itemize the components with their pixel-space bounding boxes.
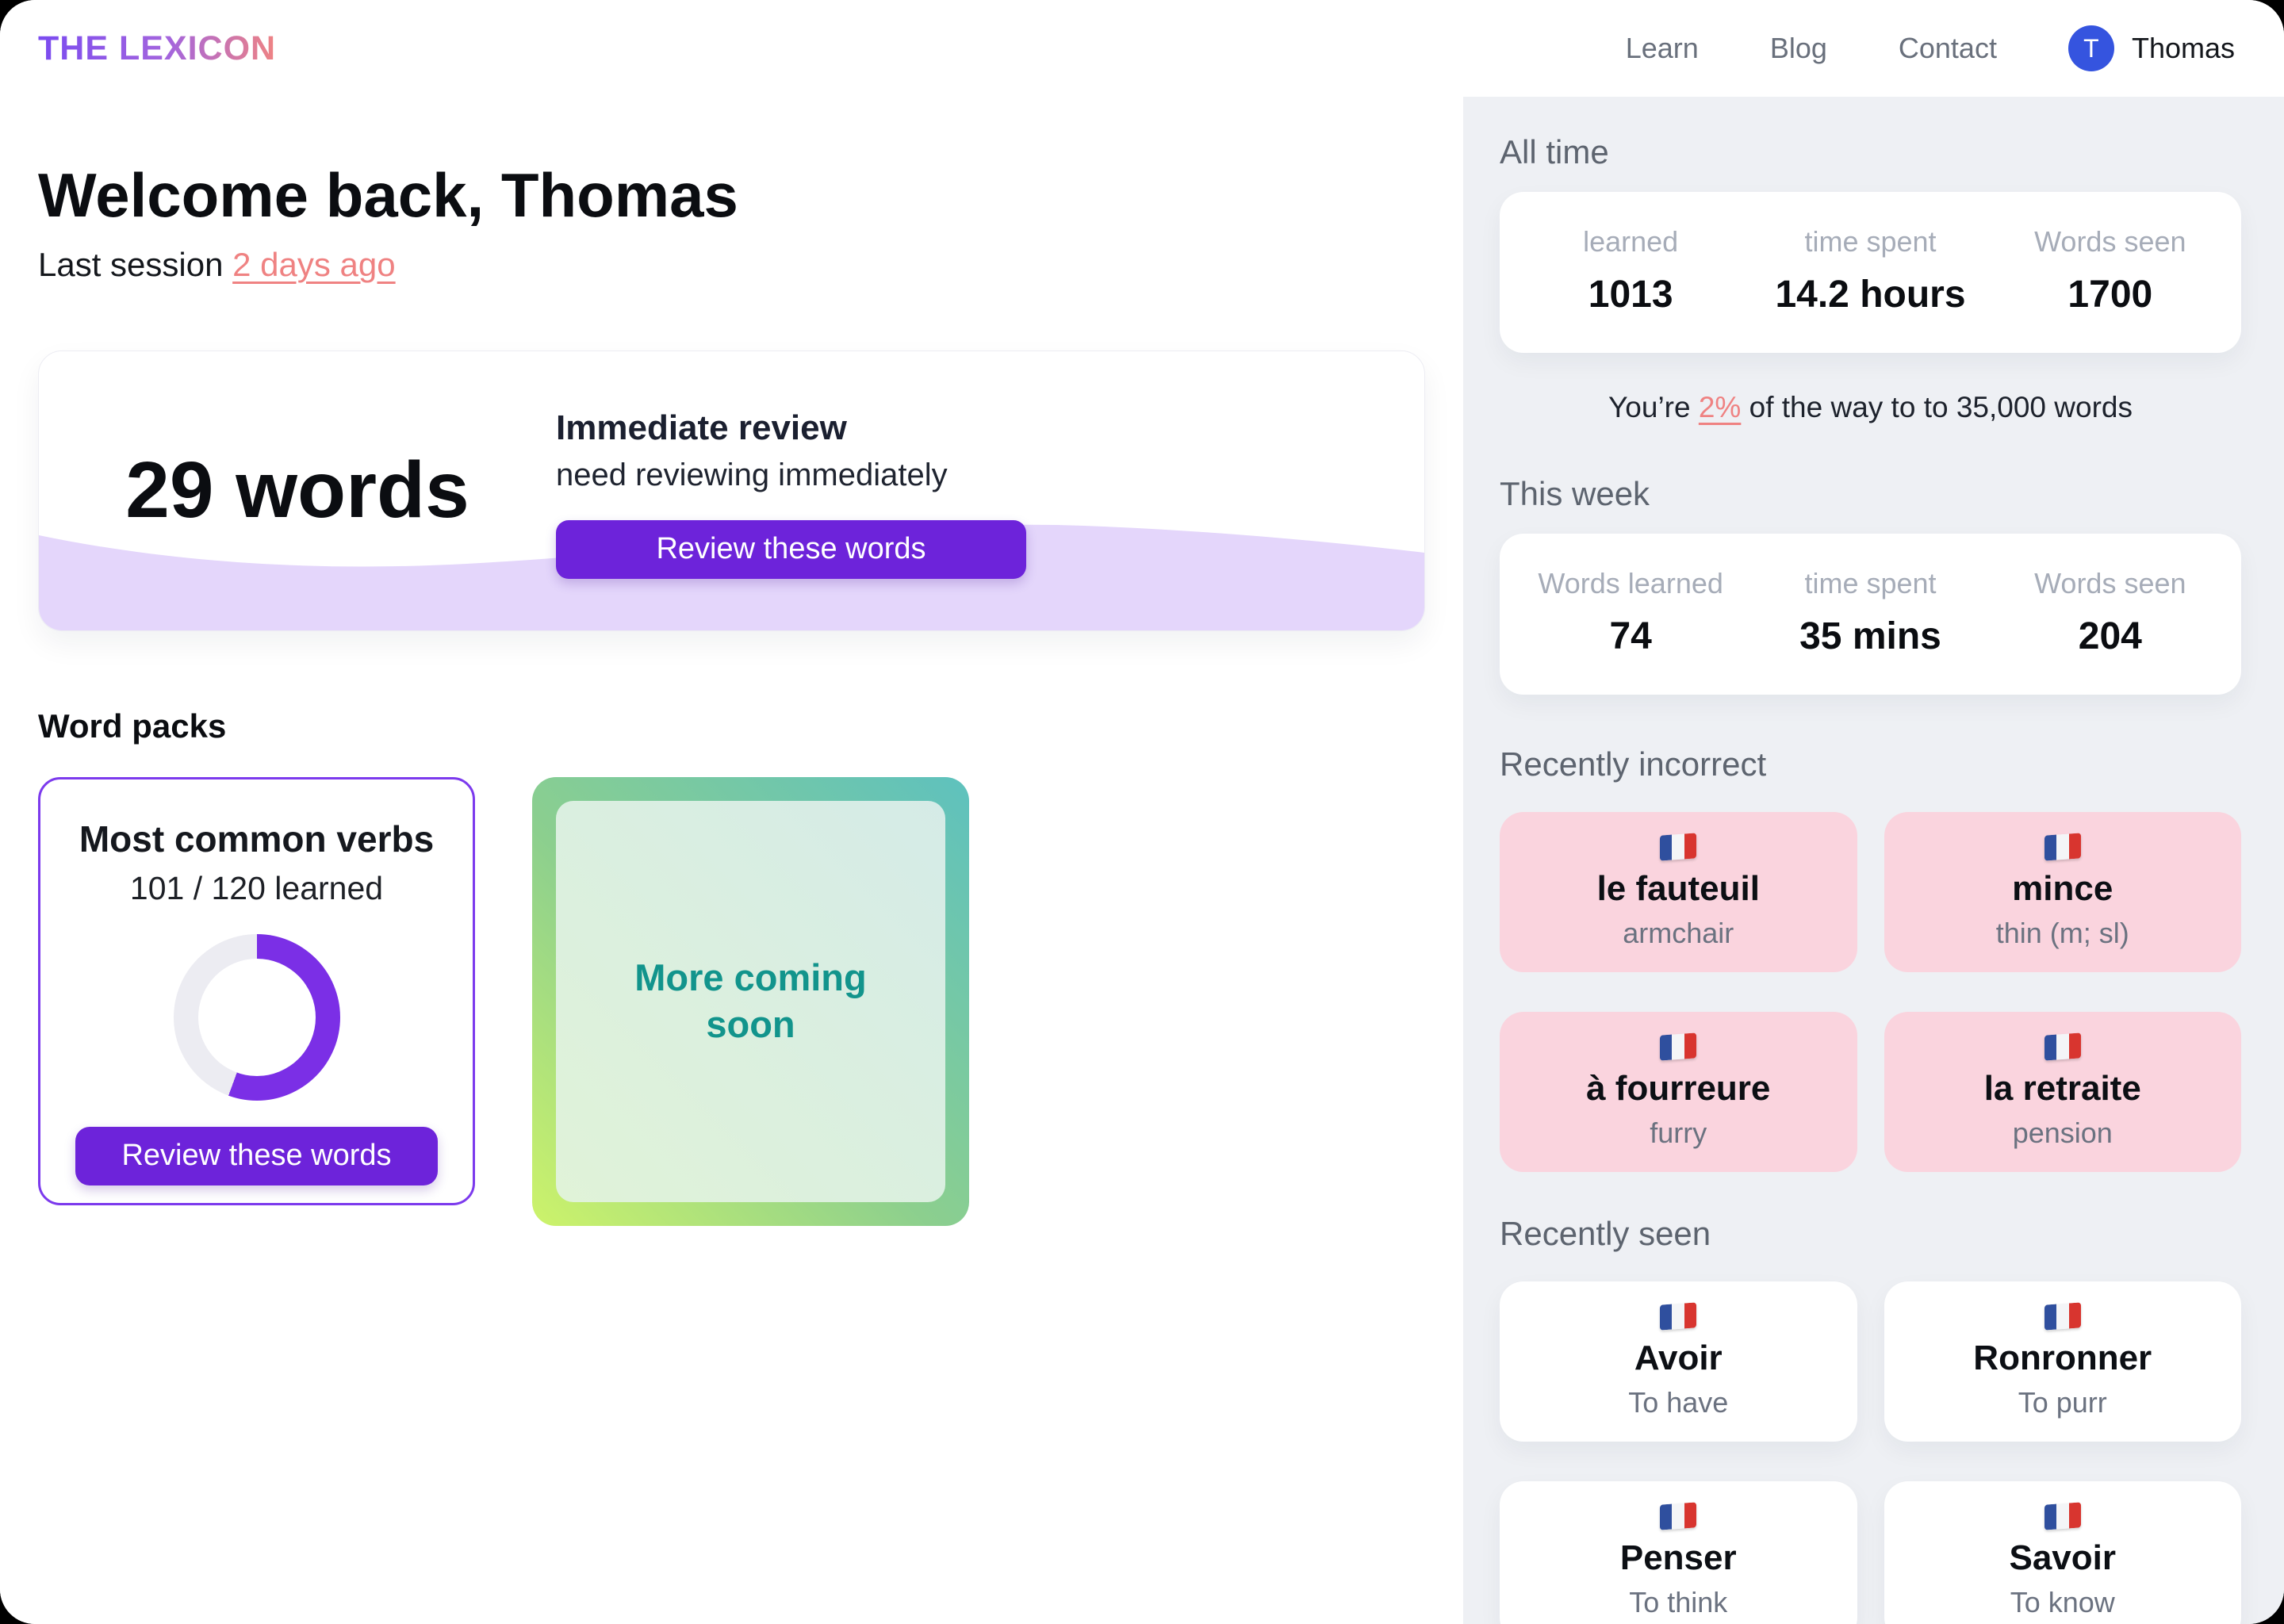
word-translation: thin (m; sl) [1995, 917, 2129, 949]
stat-label: learned [1583, 225, 1679, 258]
all-time-stats-card: learned 1013 time spent 14.2 hours Words… [1500, 192, 2241, 353]
word-translation: To have [1628, 1386, 1729, 1419]
review-words-button[interactable]: Review these words [556, 519, 1026, 579]
word-card[interactable]: Penser To think [1500, 1481, 1857, 1624]
word-card[interactable]: le fauteuil armchair [1500, 812, 1857, 972]
stats-sidebar: All time learned 1013 time spent 14.2 ho… [1463, 97, 2284, 1624]
france-flag-icon [1660, 1032, 1697, 1061]
word-pack-card-most-common-verbs: Most common verbs 101 / 120 learned Revi… [38, 776, 475, 1205]
france-flag-icon [2044, 1032, 2081, 1061]
stat-learned: learned 1013 [1511, 225, 1750, 316]
nav-contact[interactable]: Contact [1898, 32, 1997, 64]
progress-percent-link[interactable]: 2% [1698, 391, 1742, 423]
stat-words-learned: Words learned 74 [1511, 567, 1750, 658]
word-card[interactable]: à fourreure furry [1500, 1012, 1857, 1172]
user-menu[interactable]: T Thomas [2067, 25, 2235, 71]
top-nav: THE LEXICON Learn Blog Contact T Thomas [0, 0, 2284, 97]
pack-review-button[interactable]: Review these words [75, 1126, 438, 1185]
word-text: à fourreure [1586, 1069, 1771, 1108]
last-session-prefix: Last session [38, 245, 233, 283]
this-week-heading: This week [1500, 475, 1650, 512]
coming-soon-text: More coming soon [634, 956, 867, 1045]
recently-incorrect-grid: le fauteuil armchair mince thin (m; sl) … [1500, 812, 2241, 1172]
last-session-text: Last session 2 days ago [38, 246, 1425, 284]
stat-value: 1013 [1588, 274, 1673, 316]
stat-words-seen: Words seen 204 [1991, 567, 2230, 658]
france-flag-icon [1660, 833, 1697, 861]
review-word-count: 29 words [125, 446, 469, 535]
stat-label: time spent [1804, 225, 1937, 258]
this-week-stats-card: Words learned 74 time spent 35 mins Word… [1500, 534, 2241, 695]
stat-value: 1700 [2067, 274, 2153, 316]
france-flag-icon [2044, 1302, 2081, 1331]
word-packs-heading: Word packs [38, 707, 227, 745]
coming-soon-inner: More coming soon [556, 800, 945, 1202]
app-logo[interactable]: THE LEXICON [38, 29, 277, 67]
nav-blog[interactable]: Blog [1769, 32, 1827, 64]
progress-note-prefix: You’re [1608, 391, 1699, 423]
progress-ring-hole [197, 958, 316, 1076]
progress-ring [173, 933, 340, 1101]
word-text: mince [2012, 869, 2113, 908]
coming-soon-card: More coming soon [532, 776, 969, 1226]
review-title: Immediate review [556, 408, 847, 447]
word-card[interactable]: la retraite pension [1884, 1012, 2241, 1172]
stat-label: Words learned [1538, 567, 1723, 599]
word-text: Ronronner [1973, 1339, 2152, 1377]
recently-seen-grid: Avoir To have Ronronner To purr Penser T… [1500, 1281, 2241, 1624]
france-flag-icon [2044, 833, 2081, 861]
word-translation: pension [2012, 1116, 2113, 1149]
word-translation: To think [1629, 1586, 1728, 1618]
page-title: Welcome back, Thomas [38, 160, 738, 230]
word-translation: armchair [1623, 917, 1734, 949]
content-area: Welcome back, Thomas Last session 2 days… [0, 97, 2284, 1624]
word-translation: furry [1650, 1116, 1707, 1149]
france-flag-icon [1660, 1502, 1697, 1530]
progress-note-suffix: of the way to to 35,000 words [1741, 391, 2133, 423]
stat-value: 204 [2078, 615, 2142, 657]
main-panel: Welcome back, Thomas Last session 2 days… [0, 97, 1463, 1624]
last-session-link[interactable]: 2 days ago [232, 245, 396, 283]
word-text: le fauteuil [1596, 869, 1760, 908]
review-subtitle: need reviewing immediately [556, 457, 948, 492]
word-card[interactable]: Savoir To know [1884, 1481, 2241, 1624]
word-card[interactable]: Ronronner To purr [1884, 1281, 2241, 1442]
avatar: T [2067, 25, 2114, 71]
word-translation: To know [2010, 1586, 2115, 1618]
stat-time-spent: time spent 14.2 hours [1750, 225, 1990, 316]
stat-time-spent: time spent 35 mins [1750, 567, 1990, 658]
user-name: Thomas [2131, 32, 2235, 64]
word-text: Savoir [2009, 1538, 2116, 1577]
word-packs-row: Most common verbs 101 / 120 learned Revi… [38, 776, 1425, 1226]
word-translation: To purr [2018, 1386, 2107, 1419]
stat-value: 74 [1609, 615, 1652, 657]
word-text: Penser [1619, 1538, 1737, 1577]
pack-progress-text: 101 / 120 learned [129, 869, 384, 906]
progress-note: You’re 2% of the way to to 35,000 words [1500, 391, 2241, 424]
france-flag-icon [1660, 1302, 1697, 1331]
stat-words-seen: Words seen 1700 [1991, 225, 2230, 316]
recently-seen-heading: Recently seen [1500, 1215, 1711, 1252]
recently-incorrect-heading: Recently incorrect [1500, 745, 1767, 783]
word-text: la retraite [1983, 1069, 2141, 1108]
stat-label: Words seen [2034, 567, 2186, 599]
word-card[interactable]: Avoir To have [1500, 1281, 1857, 1442]
word-card[interactable]: mince thin (m; sl) [1884, 812, 2241, 972]
stat-value: 35 mins [1799, 615, 1941, 657]
stat-label: time spent [1804, 567, 1937, 599]
nav-menu: Learn Blog Contact T Thomas [1626, 25, 2235, 71]
nav-learn[interactable]: Learn [1625, 32, 1699, 64]
stat-value: 14.2 hours [1775, 274, 1966, 316]
all-time-heading: All time [1500, 133, 1609, 170]
immediate-review-card: 29 words Immediate review need reviewing… [38, 350, 1425, 631]
word-text: Avoir [1634, 1339, 1723, 1377]
france-flag-icon [2044, 1502, 2081, 1530]
review-details: Immediate review need reviewing immediat… [556, 351, 1026, 630]
stat-label: Words seen [2034, 225, 2186, 258]
pack-title: Most common verbs [79, 818, 435, 860]
